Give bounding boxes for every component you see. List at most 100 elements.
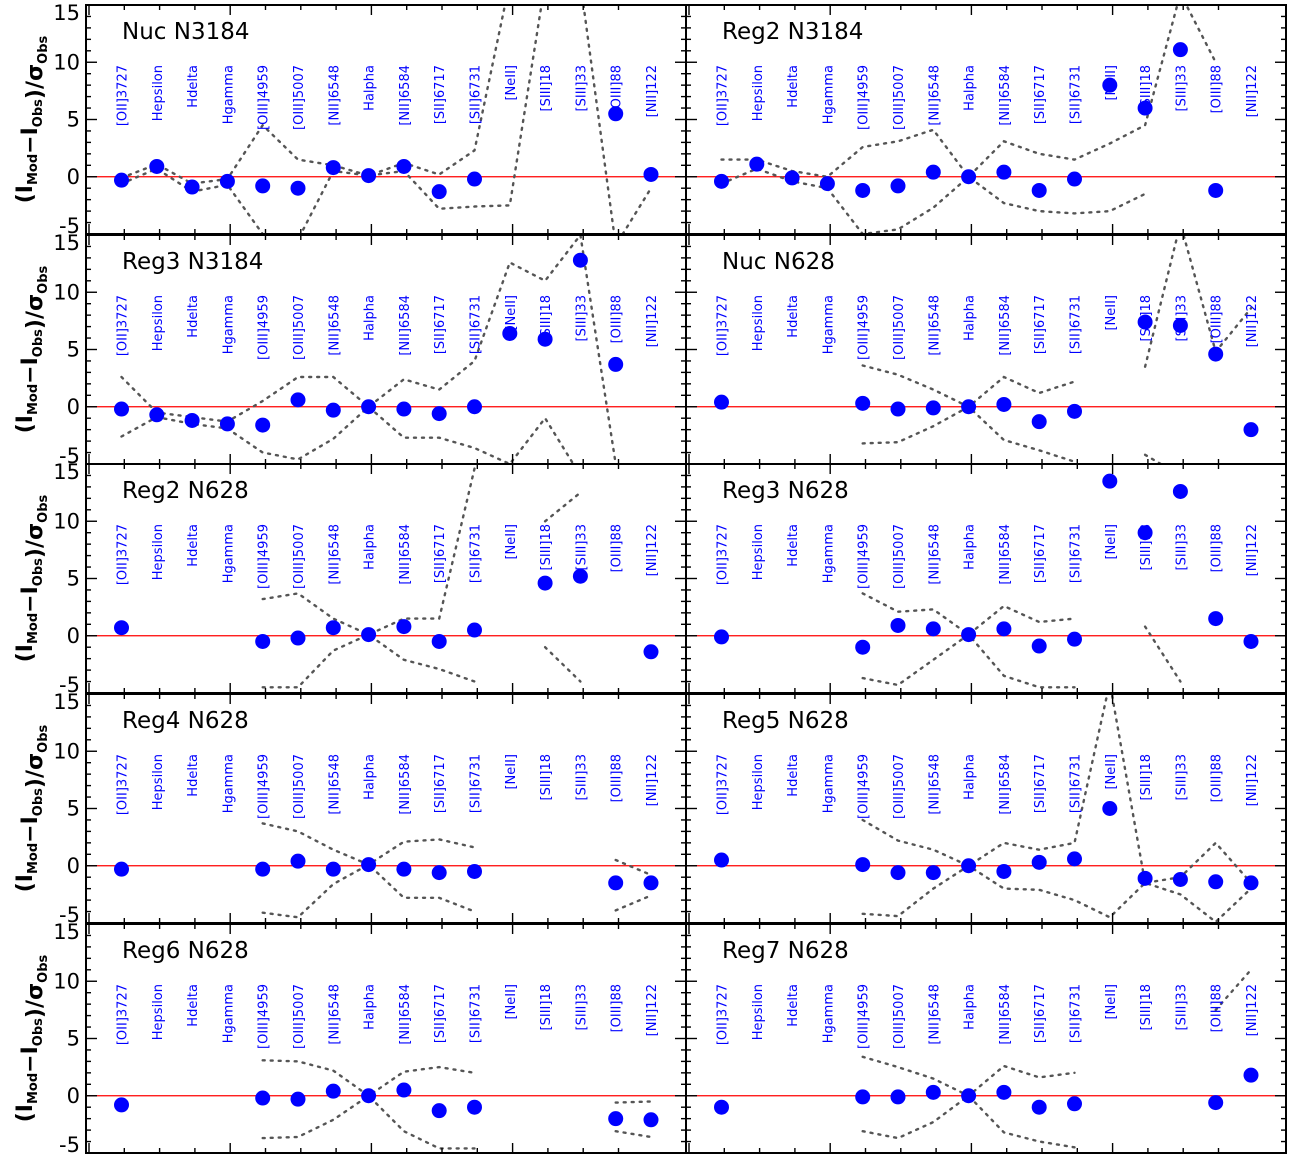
line-label: Hgamma bbox=[821, 524, 836, 583]
line-label: Hdelta bbox=[786, 65, 801, 108]
line-label: Hgamma bbox=[221, 524, 236, 583]
line-label: Halpha bbox=[363, 984, 378, 1030]
data-point bbox=[890, 865, 906, 881]
line-label: [SIII]33 bbox=[574, 754, 589, 800]
band-lower bbox=[614, 894, 653, 912]
data-point bbox=[855, 1089, 871, 1105]
line-label: [NeII] bbox=[504, 524, 519, 560]
data-point bbox=[819, 176, 835, 192]
line-label: [NeII] bbox=[1104, 295, 1119, 331]
line-label: [OIII]5007 bbox=[292, 295, 307, 360]
panel-title: Reg5 N628 bbox=[722, 708, 849, 734]
y-tick-label: 0 bbox=[67, 1084, 80, 1108]
data-point bbox=[467, 863, 482, 879]
line-label: Hepsilon bbox=[751, 65, 766, 121]
line-label: [SII]6731 bbox=[469, 524, 484, 583]
y-axis-label: (IMod−IObs)/σObs bbox=[13, 724, 51, 892]
data-point bbox=[890, 1089, 906, 1105]
y-tick-label: 0 bbox=[67, 395, 80, 419]
line-label: Hdelta bbox=[186, 295, 201, 338]
data-point bbox=[925, 400, 941, 416]
y-tick-label: 15 bbox=[53, 231, 80, 255]
data-point bbox=[290, 853, 306, 869]
data-point bbox=[1137, 525, 1153, 541]
line-label: [NII]122 bbox=[1245, 984, 1260, 1036]
data-point bbox=[855, 857, 871, 873]
panel-title: Reg2 N3184 bbox=[722, 19, 863, 45]
data-point bbox=[431, 184, 447, 200]
line-label: [NII]6548 bbox=[327, 754, 342, 815]
line-label: [NII]6584 bbox=[998, 524, 1013, 585]
line-label: [SII]6717 bbox=[1033, 295, 1048, 354]
data-point bbox=[219, 173, 235, 189]
line-label: Hdelta bbox=[786, 295, 801, 338]
data-point bbox=[643, 1112, 659, 1128]
line-label: [SII]6731 bbox=[1069, 754, 1084, 813]
line-label: [OIII]5007 bbox=[292, 524, 307, 589]
panel-title: Reg3 N628 bbox=[722, 478, 849, 504]
y-tick-label: -5 bbox=[59, 1133, 80, 1157]
panel-title: Reg6 N628 bbox=[122, 938, 249, 964]
line-label: Hepsilon bbox=[151, 984, 166, 1040]
line-label: [OII]3727 bbox=[116, 295, 131, 356]
line-label: Hgamma bbox=[221, 65, 236, 124]
line-label: Hepsilon bbox=[151, 295, 166, 351]
data-point bbox=[643, 875, 659, 891]
line-label: [NII]122 bbox=[1245, 524, 1260, 576]
line-label: [NII]6548 bbox=[927, 295, 942, 356]
line-label: [OIII]88 bbox=[1210, 754, 1225, 802]
line-label: Hepsilon bbox=[151, 524, 166, 580]
line-label: [OIII]5007 bbox=[892, 754, 907, 819]
band-lower bbox=[120, 5, 653, 234]
line-label: Hepsilon bbox=[751, 524, 766, 580]
line-label: [OIII]5007 bbox=[292, 984, 307, 1049]
panel: [OII]3727 Hepsilon Hdelta Hgamma [OIII]4959 [… bbox=[685, 693, 1287, 924]
data-point bbox=[361, 168, 377, 184]
data-point bbox=[114, 620, 129, 636]
data-point bbox=[1208, 346, 1224, 362]
y-tick-label: 5 bbox=[67, 567, 80, 591]
data-point bbox=[255, 861, 271, 877]
data-point bbox=[537, 575, 553, 591]
line-label: [NII]6548 bbox=[927, 984, 942, 1045]
data-point bbox=[643, 644, 659, 660]
line-label: [SII]6731 bbox=[469, 65, 484, 124]
line-label: Halpha bbox=[363, 524, 378, 570]
line-label: [SII]6717 bbox=[433, 524, 448, 583]
line-label: [SII]6717 bbox=[1033, 524, 1048, 583]
data-point bbox=[890, 617, 906, 633]
data-point bbox=[961, 399, 977, 415]
data-point bbox=[149, 407, 165, 423]
line-label: [OIII]88 bbox=[1210, 984, 1225, 1032]
line-label: [OIII]88 bbox=[610, 754, 625, 802]
data-point bbox=[1031, 638, 1047, 654]
data-point bbox=[255, 1090, 271, 1106]
line-label: Hepsilon bbox=[151, 754, 166, 810]
band-lower bbox=[861, 864, 1253, 923]
line-label: [SIII]18 bbox=[1139, 984, 1154, 1030]
line-label: [OII]3727 bbox=[716, 65, 731, 126]
panel-title: Reg2 N628 bbox=[122, 478, 249, 504]
line-label: [SIII]33 bbox=[1174, 984, 1189, 1030]
data-point bbox=[608, 875, 624, 891]
data-point bbox=[855, 182, 871, 198]
line-label: [OIII]88 bbox=[1210, 295, 1225, 343]
line-label: Hdelta bbox=[186, 754, 201, 797]
data-point bbox=[1208, 1095, 1224, 1111]
line-label: [NII]6548 bbox=[927, 65, 942, 126]
band-upper bbox=[543, 491, 582, 523]
line-label: [OIII]5007 bbox=[292, 65, 307, 130]
line-label: [NII]6584 bbox=[998, 65, 1013, 126]
line-label: [NII]6584 bbox=[998, 754, 1013, 815]
data-point bbox=[925, 621, 941, 637]
data-point bbox=[325, 160, 341, 176]
line-label: [OIII]88 bbox=[1210, 65, 1225, 113]
data-point bbox=[1243, 1067, 1259, 1083]
line-label: [NeII] bbox=[504, 295, 519, 331]
data-point bbox=[431, 865, 447, 881]
y-tick-label: -5 bbox=[59, 214, 80, 238]
y-tick-label: 5 bbox=[67, 1027, 80, 1051]
line-label: Hgamma bbox=[821, 65, 836, 124]
data-point bbox=[572, 252, 588, 268]
